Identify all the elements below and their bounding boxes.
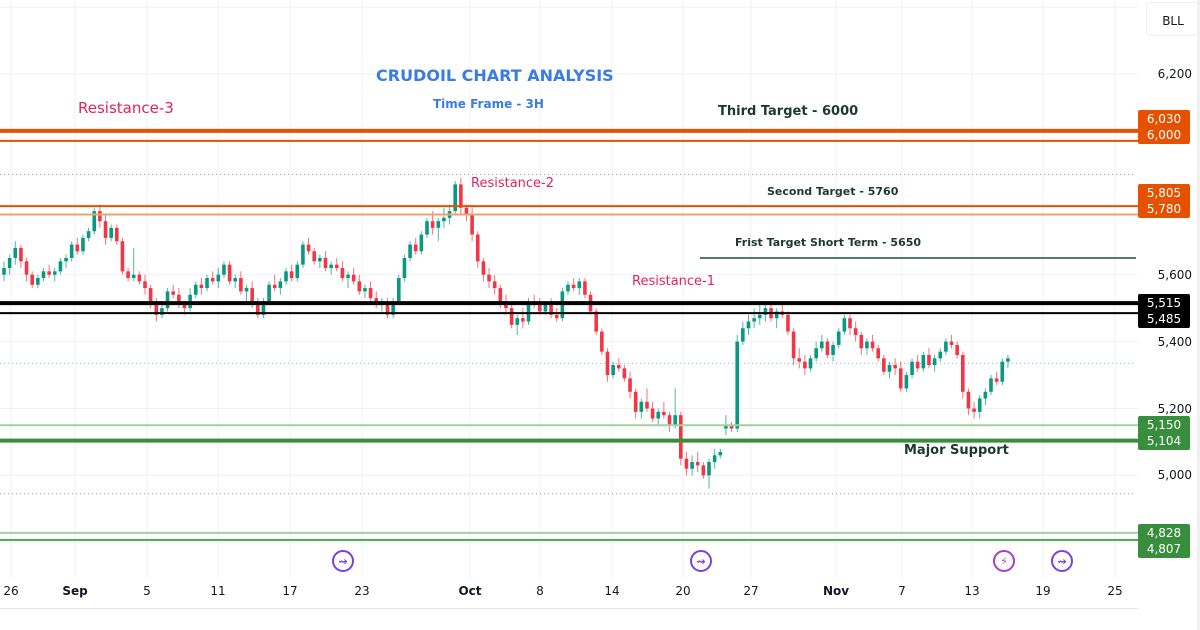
time-tick: 8 (536, 584, 544, 598)
right-panel-border (1197, 0, 1200, 630)
price-level-value: 5,805 (1146, 186, 1182, 200)
price-level-value: 5,515 (1146, 296, 1182, 310)
price-level-value: 5,150 (1146, 418, 1182, 432)
price-level-tag: 5,150 5,104 (1138, 416, 1190, 450)
split-arrow-icon[interactable]: ⇝ (332, 550, 354, 572)
lightning-icon[interactable]: ⚡ (993, 550, 1015, 572)
candlestick-chart[interactable] (0, 0, 1138, 578)
price-tick: 5,400 (1157, 334, 1192, 349)
candles (2, 177, 1010, 489)
resistance-1-label[interactable]: Resistance-1 (632, 274, 716, 289)
price-tick: 5,000 (1157, 468, 1192, 483)
third-target-label[interactable]: Third Target - 6000 (718, 104, 859, 119)
resistance-2-label[interactable]: Resistance-2 (471, 176, 555, 191)
time-tick: 26 (3, 584, 19, 598)
time-tick: 14 (604, 584, 620, 598)
major-support-label[interactable]: Major Support (904, 443, 1009, 458)
time-tick: 7 (898, 584, 906, 598)
time-axis-border (0, 608, 1138, 609)
time-tick: 13 (964, 584, 980, 598)
time-tick: 27 (743, 584, 759, 598)
time-tick: 20 (675, 584, 691, 598)
price-level-value: 6,000 (1146, 128, 1182, 142)
price-tick: 5,600 (1157, 267, 1192, 282)
price-level-tag: 5,515 5,485 (1138, 294, 1190, 328)
price-level-value: 5,780 (1146, 202, 1182, 216)
price-level-value: 5,485 (1146, 312, 1182, 326)
grid-lines (0, 0, 1138, 578)
price-level-tag: 4,828 4,807 (1138, 524, 1190, 558)
price-axis[interactable]: BLL 6,200 5,600 5,400 5,200 5,000 6,030 6,000… (1138, 0, 1200, 630)
currency-button[interactable]: BLL (1146, 2, 1200, 36)
price-tick: 6,200 (1157, 67, 1192, 81)
price-level-tag: 6,030 6,000 (1138, 110, 1190, 144)
time-tick: 11 (210, 584, 226, 598)
time-tick: 23 (354, 584, 370, 598)
split-arrow-icon[interactable]: ⇝ (690, 550, 712, 572)
chart-title: CRUDOIL CHART ANALYSIS (376, 66, 614, 85)
price-level-value: 4,828 (1146, 526, 1182, 540)
dotted-price-lines (0, 173, 1136, 495)
time-tick: 17 (282, 584, 298, 598)
split-arrow-icon[interactable]: ⇝ (1051, 550, 1073, 572)
first-target-label[interactable]: Frist Target Short Term - 5650 (735, 236, 922, 249)
time-tick: 19 (1035, 584, 1051, 598)
price-level-value: 6,030 (1146, 112, 1182, 126)
time-tick: 5 (143, 584, 151, 598)
price-tick: 5,200 (1157, 401, 1192, 416)
chart-area[interactable]: CRUDOIL CHART ANALYSIS Time Frame - 3H R… (0, 0, 1138, 578)
price-level-tag: 5,805 5,780 (1138, 184, 1190, 218)
time-tick: Nov (822, 584, 850, 598)
time-tick: Sep (62, 584, 88, 598)
resistance-3-label[interactable]: Resistance-3 (78, 99, 174, 117)
chart-subtitle: Time Frame - 3H (433, 97, 544, 111)
second-target-label[interactable]: Second Target - 5760 (767, 185, 899, 198)
horizontal-levels[interactable] (0, 128, 1138, 541)
time-tick: Oct (458, 584, 482, 598)
price-level-value: 5,104 (1146, 434, 1182, 448)
time-tick: 25 (1107, 584, 1123, 598)
price-level-value: 4,807 (1146, 542, 1182, 556)
time-axis[interactable]: 26 Sep 5 11 17 23 Oct 8 14 20 27 Nov 7 13 19 25 (0, 578, 1138, 608)
